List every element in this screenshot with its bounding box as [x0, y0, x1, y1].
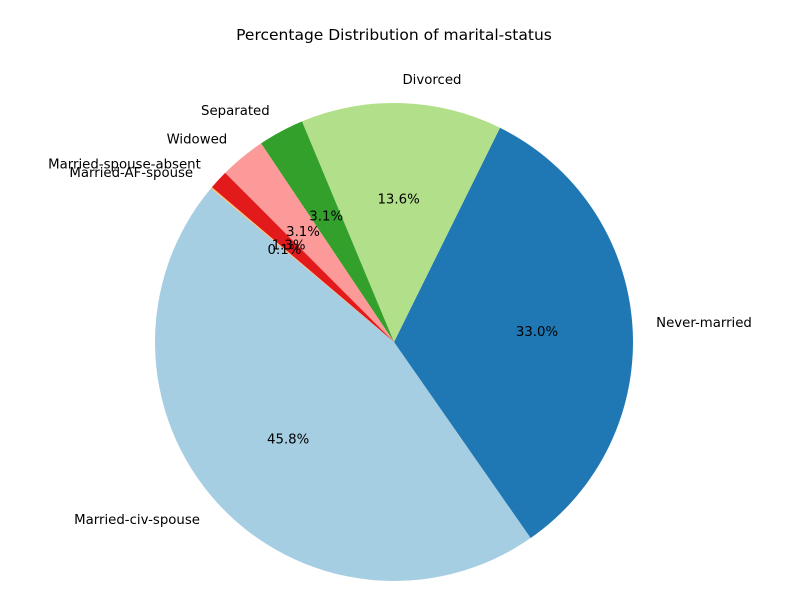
- pie-labels: Married-civ-spouse 45.8% Never-married 33.0…: [48, 73, 752, 528]
- slice-pct-married-af-spouse: 0.1%: [268, 243, 302, 258]
- chart-title: Percentage Distribution of marital-statu…: [236, 26, 552, 44]
- pie-wedges: [155, 103, 633, 581]
- pie-slice-married-af-spouse: [210, 187, 394, 342]
- slice-label-divorced: Divorced: [402, 73, 461, 88]
- slice-pct-widowed: 3.1%: [286, 225, 320, 240]
- slice-pct-separated: 3.1%: [309, 209, 343, 224]
- pie-slice-divorced: [302, 103, 500, 342]
- slice-pct-never-married: 33.0%: [516, 325, 558, 340]
- slice-pct-married-civ-spouse: 45.8%: [267, 432, 309, 447]
- slice-label-married-spouse-absent: Married-spouse-absent: [48, 157, 201, 172]
- slice-label-widowed: Widowed: [167, 132, 228, 147]
- pie-slice-married-civ-spouse: [155, 188, 531, 581]
- slice-label-married-civ-spouse: Married-civ-spouse: [74, 513, 200, 528]
- slice-label-married-af-spouse: Married-AF-spouse: [69, 166, 193, 181]
- pie-slice-separated: [261, 121, 394, 342]
- slice-label-separated: Separated: [201, 104, 270, 119]
- slice-label-never-married: Never-married: [656, 316, 752, 331]
- pie-slice-widowed: [225, 143, 394, 342]
- pie-slice-married-spouse-absent: [211, 172, 394, 342]
- slice-pct-married-spouse-absent: 1.3%: [272, 238, 306, 253]
- slice-pct-divorced: 13.6%: [377, 192, 419, 207]
- pie-slice-never-married: [394, 127, 633, 539]
